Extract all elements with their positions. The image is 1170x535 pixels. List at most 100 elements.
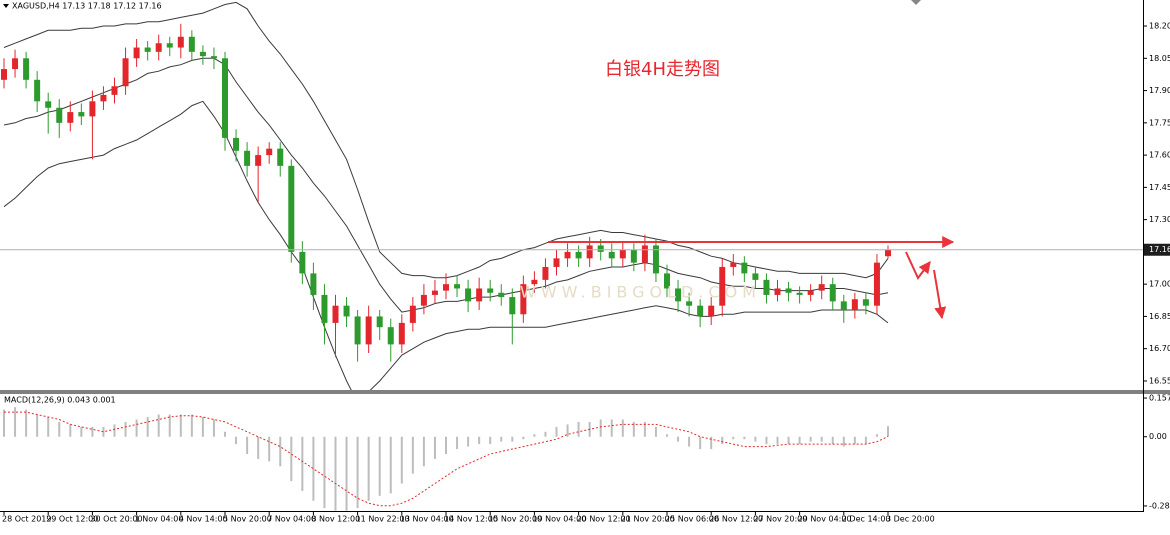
candle-body [210,56,217,59]
candle-body [23,58,30,80]
candle-body [354,316,361,345]
y-tick-label: 18.20 [1149,22,1170,31]
candle-body [299,251,306,274]
candle-body [111,86,118,95]
candle-body [78,112,85,117]
candle-body [597,245,604,252]
candle-body [586,245,593,259]
candle-body [420,294,427,306]
candle-body [133,47,140,59]
candle-body [785,288,792,293]
y-tick-label: -0.281 [1149,501,1170,510]
candle-body [199,51,206,57]
candle-body [255,155,262,166]
macd-panel [3,407,889,511]
x-tick-label: 25 Nov 06:00 [665,515,719,524]
axes: 18.20 18.05 17.90 17.75 17.60 17.45 17.30 17.00… [0,0,1170,524]
candle-body [332,305,339,323]
candle-body [575,251,582,259]
candle-body [155,43,162,52]
candle-body [443,284,449,291]
price-panel [0,1,1143,390]
y-tick-label: 16.70 [1149,344,1170,353]
candle-body [144,47,151,52]
y-tick-label: 0.00 [1149,432,1167,441]
candle-body [266,148,273,156]
candle-body [431,290,438,295]
path-arrow [905,251,931,280]
candle-body [840,301,847,310]
x-tick-label: 11 Nov 22:00 [356,515,410,524]
candle-body [686,301,693,306]
drop-arrow [933,269,947,320]
candle-body [56,107,63,123]
x-tick-label: 14 Nov 12:00 [444,515,498,524]
candle-body [652,245,659,274]
y-tick-label: 17.30 [1149,215,1170,224]
candle-body [542,266,549,280]
candle-body [885,249,891,257]
x-tick-label: 15 Nov 20:00 [488,515,542,524]
menu-triangle [3,4,9,8]
annotation: 白银4H走势图 [605,59,720,80]
candle-body [1,69,7,80]
candle-body [233,137,240,151]
candle-body [564,251,571,259]
candle-body [719,266,726,306]
y-tick-label: 17.75 [1149,118,1170,127]
x-tick-label: 2 Dec 14:00 [842,515,891,524]
chart-title: XAGUSD,H4 17.13 17.18 17.12 17.16 [12,2,162,11]
candle-body [641,245,648,263]
y-tick-label: 18.05 [1149,54,1170,63]
signal-line [4,411,889,507]
x-tick-label: 21 Nov 20:00 [621,515,675,524]
candle-body [851,299,858,310]
bollinger-band [3,57,889,313]
candle-body [730,262,737,267]
bollinger-band [3,100,889,390]
candle-body [222,58,228,138]
candle-body [829,284,836,302]
candle-body [752,273,759,280]
candle-body [708,305,715,317]
candle-body [89,101,96,117]
candle-body [697,305,704,317]
candle-body [531,279,538,285]
candle-body [177,36,184,48]
candle-body [741,262,748,274]
candle-body [630,249,637,263]
candle-body [796,292,803,295]
last-price-label: 17.16 [1149,245,1170,254]
candle-body [310,273,317,295]
candle-body [608,251,615,259]
x-tick-label: 27 Nov 20:00 [753,515,807,524]
x-tick-label: 1 Nov 04:00 [135,515,184,524]
candle-body [774,288,781,295]
candle-body [188,36,195,52]
candle-body [45,101,52,108]
candle-body [409,305,416,323]
candle-body [509,297,516,315]
x-tick-label: 8 Nov 12:00 [311,515,360,524]
candle-body [763,279,770,295]
x-tick-label: 29 Nov 04:00 [798,515,852,524]
candle-body [365,316,372,345]
drawings [548,236,955,320]
watermark: WWW.BIBGOLD.COM [520,283,761,302]
y-tick-label: 17.60 [1149,151,1170,160]
candle-body [619,249,626,259]
candle-body [664,273,670,289]
candle-body [244,150,251,166]
candle-body [818,284,825,291]
x-tick-label: 4 Nov 14:00 [179,515,228,524]
candle-body [387,327,394,345]
candle-body [520,284,527,315]
x-tick-label: 7 Nov 04:00 [267,515,316,524]
y-tick-label: 0.157 [1149,394,1170,403]
x-tick-label: 29 Oct 12:00 [46,515,98,524]
candle-body [100,94,107,102]
candle-body [277,148,284,166]
last-price-box [1144,243,1170,256]
